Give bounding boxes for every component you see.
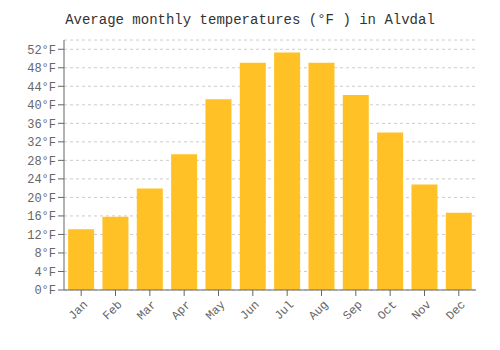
svg-text:28°F: 28°F	[27, 155, 56, 169]
svg-text:Aug: Aug	[306, 298, 331, 323]
svg-text:4°F: 4°F	[34, 266, 56, 280]
svg-text:Feb: Feb	[100, 298, 125, 323]
svg-text:Mar: Mar	[135, 298, 160, 323]
svg-text:44°F: 44°F	[27, 81, 56, 95]
svg-text:May: May	[203, 298, 228, 323]
svg-text:Jul: Jul	[272, 298, 297, 323]
svg-text:0°F: 0°F	[34, 284, 56, 298]
svg-text:Jan: Jan	[66, 298, 91, 323]
svg-text:52°F: 52°F	[27, 44, 56, 58]
svg-text:12°F: 12°F	[27, 229, 56, 243]
html-text:Average monthly temperatures (: Average monthly temperatures (°F ) in Al…	[65, 12, 435, 28]
svg-text:24°F: 24°F	[27, 173, 56, 187]
svg-text:Sep: Sep	[341, 298, 366, 323]
svg-text:36°F: 36°F	[27, 118, 56, 132]
svg-text:Nov: Nov	[409, 298, 434, 323]
svg-text:48°F: 48°F	[27, 62, 56, 76]
svg-text:Dec: Dec	[444, 298, 469, 323]
svg-text:16°F: 16°F	[27, 210, 56, 224]
svg-text:Apr: Apr	[169, 298, 194, 323]
svg-text:Oct: Oct	[375, 298, 400, 323]
svg-text:8°F: 8°F	[34, 247, 56, 261]
svg-text:40°F: 40°F	[27, 99, 56, 113]
svg-text:Jun: Jun	[238, 298, 263, 323]
svg-text:32°F: 32°F	[27, 136, 56, 150]
svg-text:20°F: 20°F	[27, 192, 56, 206]
